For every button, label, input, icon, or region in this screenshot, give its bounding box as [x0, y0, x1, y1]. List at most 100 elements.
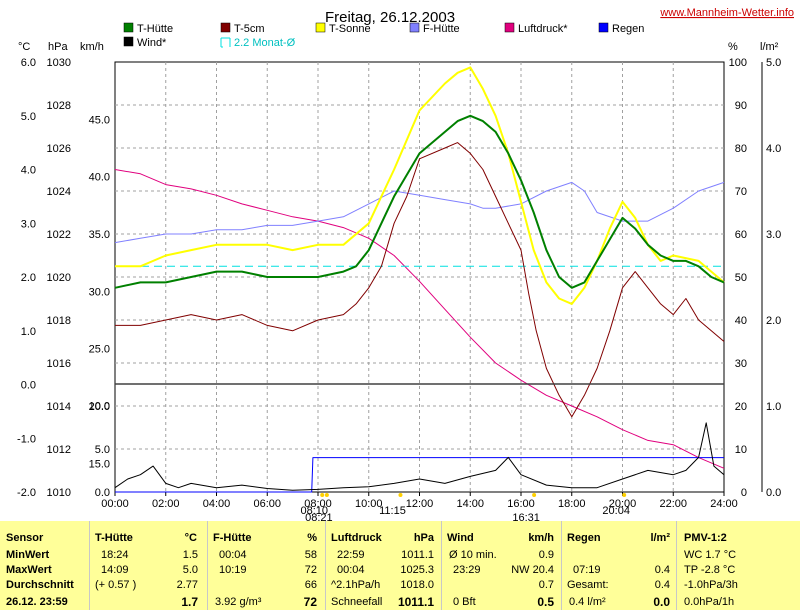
header-sensor: Sensor — [6, 532, 44, 544]
f-max: 72 — [304, 564, 317, 576]
tick-kmh: 40.0 — [89, 172, 110, 184]
pmv-row1: WC 1.7 °C — [684, 549, 737, 561]
w-now: 0.5 — [537, 595, 554, 609]
tick-hpa: 1010 — [47, 487, 71, 499]
legend-swatch — [409, 22, 420, 33]
tick-x: 16:00 — [507, 498, 535, 510]
marker-label: 11:15 — [379, 505, 406, 517]
legend-swatch — [504, 22, 515, 33]
tick-x: 06:00 — [253, 498, 281, 510]
r-avg-note: Gesamt: — [567, 579, 609, 591]
row-label-max: MaxWert — [6, 564, 52, 576]
tick-hpa: 1016 — [47, 358, 71, 370]
tick-degc: 0.0 — [21, 380, 36, 392]
legend: T-Hütte T-5cm T-Sonne F-Hütte Luftdruck* Rege… — [123, 22, 644, 49]
statistics-panel: Sensor MinWert MaxWert Durchschnitt 26.1… — [0, 521, 800, 610]
series-regen — [115, 457, 724, 493]
tick-degc: 5.0 — [21, 111, 36, 123]
legend-swatch — [123, 22, 134, 33]
tick-hpa: 1022 — [47, 229, 71, 241]
unit-pct: % — [728, 41, 738, 53]
tick-pct: 30 — [735, 358, 747, 370]
tick-x: 24:00 — [710, 498, 738, 510]
header-p-unit: hPa — [413, 532, 434, 544]
tick-x: 02:00 — [152, 498, 180, 510]
tick-x: 22:00 — [659, 498, 687, 510]
tick-kmh: 20.0 — [89, 401, 110, 413]
tick-pct: 90 — [735, 100, 747, 112]
r-now-note: 0.4 l/m² — [569, 596, 606, 608]
legend-label: 2.2 Monat-Ø — [234, 37, 296, 49]
f-max-time: 10:19 — [219, 564, 247, 576]
tick-kmh: 15.0 — [89, 458, 110, 470]
r-avg: 0.4 — [654, 579, 670, 591]
source-link[interactable]: www.Mannheim-Wetter.info — [659, 7, 794, 19]
w-avg: 0.7 — [538, 579, 554, 591]
tick-lm2: 4.0 — [766, 143, 781, 155]
tick-x: 14:00 — [456, 498, 484, 510]
tick-kmh: 0.0 — [95, 487, 110, 499]
tick-x: 04:00 — [203, 498, 231, 510]
t-max-time: 14:09 — [101, 564, 129, 576]
t-avg-note: (+ 0.57 ) — [95, 579, 137, 591]
f-now-note: 3.92 g/m³ — [215, 596, 262, 608]
tick-hpa: 1030 — [47, 57, 71, 69]
legend-label: T-Sonne — [329, 23, 371, 35]
marker-label: 16:31 — [512, 512, 540, 521]
p-now-note: Schneefall — [331, 596, 383, 608]
legend-label: Regen — [612, 23, 644, 35]
f-avg: 66 — [304, 579, 317, 591]
f-now: 72 — [303, 595, 317, 609]
p-min-time: 22:59 — [337, 549, 365, 561]
p-max-time: 00:04 — [337, 564, 365, 576]
t-now: 1.7 — [181, 595, 198, 609]
axis-ticks: 6.05.04.03.02.01.00.0-1.0-2.010301028102… — [17, 57, 781, 510]
legend-swatch — [220, 37, 231, 48]
header-w-unit: km/h — [528, 532, 554, 544]
f-min: 58 — [304, 549, 317, 561]
tick-degc: -1.0 — [17, 433, 36, 445]
tick-degc: 1.0 — [21, 326, 36, 338]
tick-hpa: 1024 — [47, 186, 71, 198]
tick-x: 20:00 — [609, 498, 637, 510]
tick-x: 10:00 — [355, 498, 383, 510]
tick-hpa: 1028 — [47, 100, 71, 112]
p-min: 1011.1 — [401, 549, 434, 561]
tick-pct: 10 — [735, 444, 747, 456]
p-avg: 1018.0 — [400, 579, 434, 591]
unit-lm2: l/m² — [760, 41, 779, 53]
tick-x: 18:00 — [558, 498, 586, 510]
r-now: 0.0 — [653, 595, 670, 609]
pmv-row4: 0.0hPa/1h — [684, 596, 735, 608]
marker-dot — [398, 493, 403, 497]
tick-pct: 100 — [729, 57, 747, 69]
marker-dot — [320, 493, 325, 497]
t-avg: 2.77 — [176, 579, 198, 591]
tick-hpa: 1018 — [47, 315, 71, 327]
r-max-time: 07:19 — [573, 564, 601, 576]
unit-hpa: hPa — [48, 41, 68, 53]
pmv-row3: -1.0hPa/3h — [684, 579, 738, 591]
marker-dot — [622, 493, 627, 497]
t-max: 5.0 — [182, 564, 198, 576]
header-f-unit: % — [307, 532, 317, 544]
tick-hpa: 1014 — [47, 401, 71, 413]
header-pmv: PMV-1:2 — [684, 532, 727, 544]
tick-kmh: 45.0 — [89, 114, 110, 126]
legend-swatch — [220, 22, 231, 33]
header-t-unit: °C — [184, 532, 197, 544]
t-min-time: 18:24 — [101, 549, 129, 561]
unit-kmh: km/h — [80, 41, 104, 53]
tick-lm2: 1.0 — [766, 401, 781, 413]
tick-degc: 3.0 — [21, 218, 36, 230]
chart-title: Freitag, 26.12.2003 — [325, 9, 455, 26]
header-p-name: Luftdruck — [331, 532, 382, 544]
legend-swatch — [123, 36, 134, 47]
p-max: 1025.3 — [400, 564, 434, 576]
p-now: 1011.1 — [397, 595, 434, 609]
tick-kmh: 25.0 — [89, 344, 110, 356]
weather-chart: Freitag, 26.12.2003 www.Mannheim-Wetter.… — [17, 7, 794, 521]
tick-lm2: 3.0 — [766, 229, 781, 241]
tick-degc: 4.0 — [21, 165, 36, 177]
